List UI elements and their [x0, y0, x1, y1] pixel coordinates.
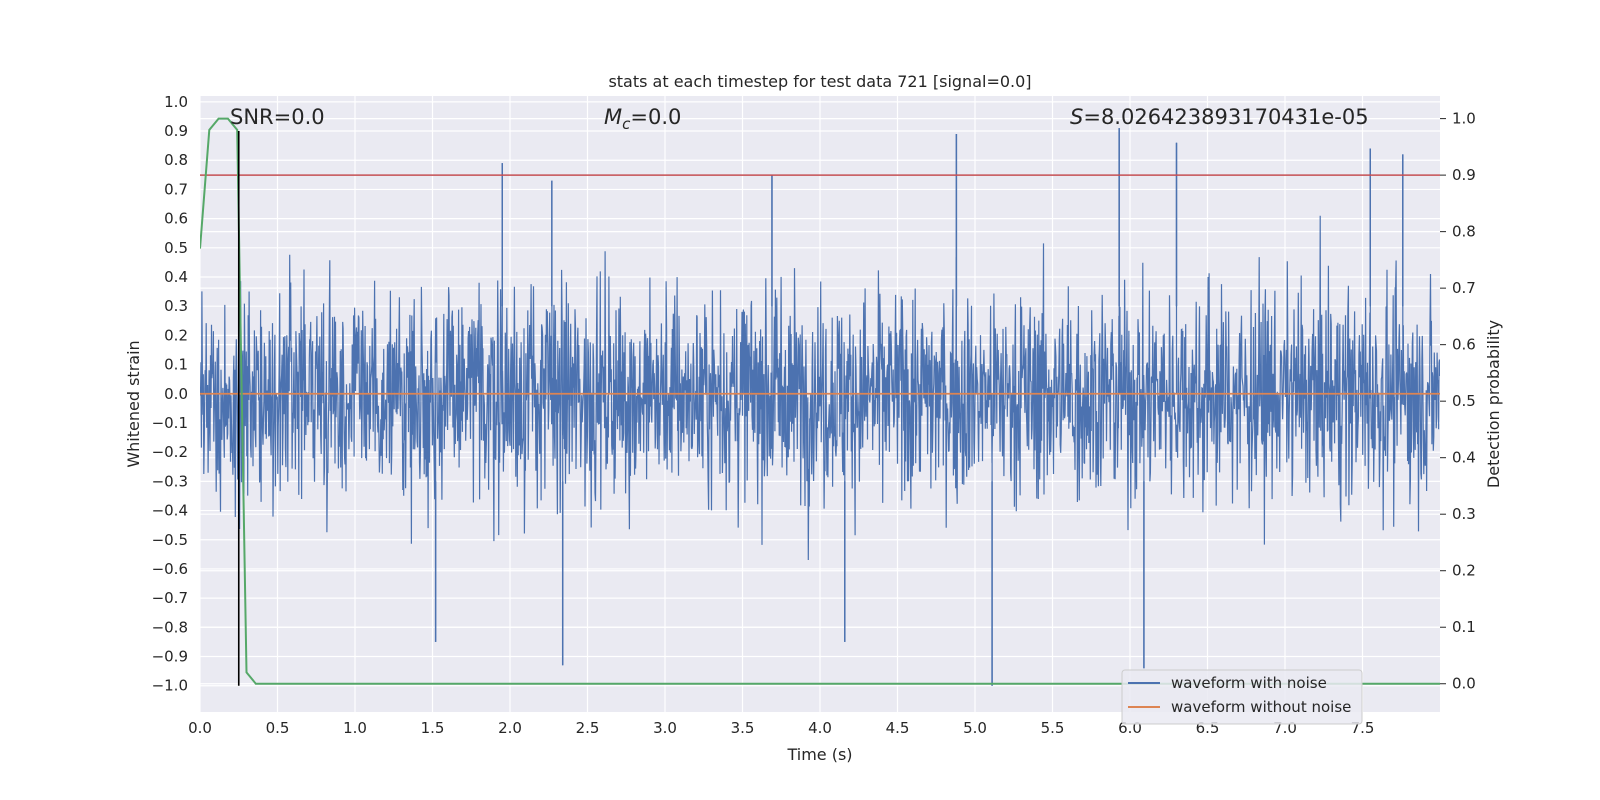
y2-tick-label: 0.7: [1452, 279, 1476, 297]
y-tick-label: 0.3: [164, 297, 188, 315]
y-tick-label: −0.4: [152, 502, 188, 520]
legend-label-noisy: waveform with noise: [1171, 674, 1327, 692]
chirp-mass-subscript: c: [622, 115, 631, 133]
snr-sum-value: =8.026423893170431e-05: [1083, 105, 1368, 129]
chirp-mass-symbol: M: [604, 105, 622, 129]
y2-tick-label: 0.2: [1452, 562, 1476, 580]
x-tick-label: 4.0: [808, 719, 832, 737]
y2-tick-label: 1.0: [1452, 110, 1476, 128]
plot-content: [200, 117, 1440, 686]
legend-label-clean: waveform without noise: [1171, 698, 1351, 716]
tick-labels: 0.0 0.5 1.0 1.5 2.0 2.5 3.0 3.5 4.0 4.5 5.0 5.5 6.0 6…: [152, 93, 1476, 737]
y2-tick-label: 0.4: [1452, 449, 1476, 467]
y-tick-label: −0.2: [152, 443, 188, 461]
y-tick-label: 0.4: [164, 268, 188, 286]
y-tick-label: 0.9: [164, 122, 188, 140]
y2-tick-label: 0.9: [1452, 166, 1476, 184]
chirp-mass-value: =0.0: [630, 105, 681, 129]
chart-title: stats at each timestep for test data 721…: [608, 72, 1031, 91]
x-tick-label: 4.5: [886, 719, 910, 737]
y-tick-label: 0.1: [164, 356, 188, 374]
chirp-mass-annotation: Mc=0.0: [604, 105, 681, 133]
x-tick-label: 3.5: [731, 719, 755, 737]
x-tick-label: 5.5: [1041, 719, 1065, 737]
detection-probability-line: [200, 117, 1440, 685]
snr-annotation: SNR=0.0: [230, 105, 325, 129]
x-tick-label: 0.0: [188, 719, 212, 737]
y-tick-label: 0.8: [164, 151, 188, 169]
x-tick-label: 5.0: [963, 719, 987, 737]
x-tick-label: 1.5: [421, 719, 445, 737]
x-tick-label: 2.0: [498, 719, 522, 737]
y-tick-label: 0.6: [164, 210, 188, 228]
y-axis-label: Whitened strain: [124, 340, 143, 467]
y-tick-label: −0.9: [152, 648, 188, 666]
x-tick-label: 2.5: [576, 719, 600, 737]
snr-sum-annotation: S=8.026423893170431e-05: [1070, 105, 1369, 129]
x-tick-label: 1.0: [343, 719, 367, 737]
y-tick-label: 0.5: [164, 239, 188, 257]
x-tick-label: 3.0: [653, 719, 677, 737]
y-tick-label: −0.3: [152, 472, 188, 490]
y-tick-label: −0.8: [152, 618, 188, 636]
snr-sum-symbol: S: [1070, 105, 1083, 129]
y-tick-label: 0.2: [164, 326, 188, 344]
y-tick-label: −0.1: [152, 414, 188, 432]
y-tick-label: −0.5: [152, 531, 188, 549]
y2-tick-label: 0.6: [1452, 336, 1476, 354]
y-tick-label: 0.7: [164, 180, 188, 198]
y-tick-label: −0.7: [152, 589, 188, 607]
y2-tick-label: 0.0: [1452, 675, 1476, 693]
y-tick-label: 0.0: [164, 385, 188, 403]
y2-tick-label: 0.8: [1452, 223, 1476, 241]
y-tick-label: −1.0: [152, 677, 188, 695]
legend: waveform with noise waveform without noi…: [1121, 669, 1363, 725]
y-tick-label: −0.6: [152, 560, 188, 578]
y2-tick-label: 0.1: [1452, 618, 1476, 636]
x-tick-label: 0.5: [266, 719, 290, 737]
y2-tick-label: 0.3: [1452, 505, 1476, 523]
y2-axis-label: Detection probability: [1484, 320, 1503, 488]
x-axis-label: Time (s): [786, 745, 852, 764]
y-tick-label: 1.0: [164, 93, 188, 111]
y2-tick-label: 0.5: [1452, 392, 1476, 410]
legend-box: [1121, 669, 1363, 725]
